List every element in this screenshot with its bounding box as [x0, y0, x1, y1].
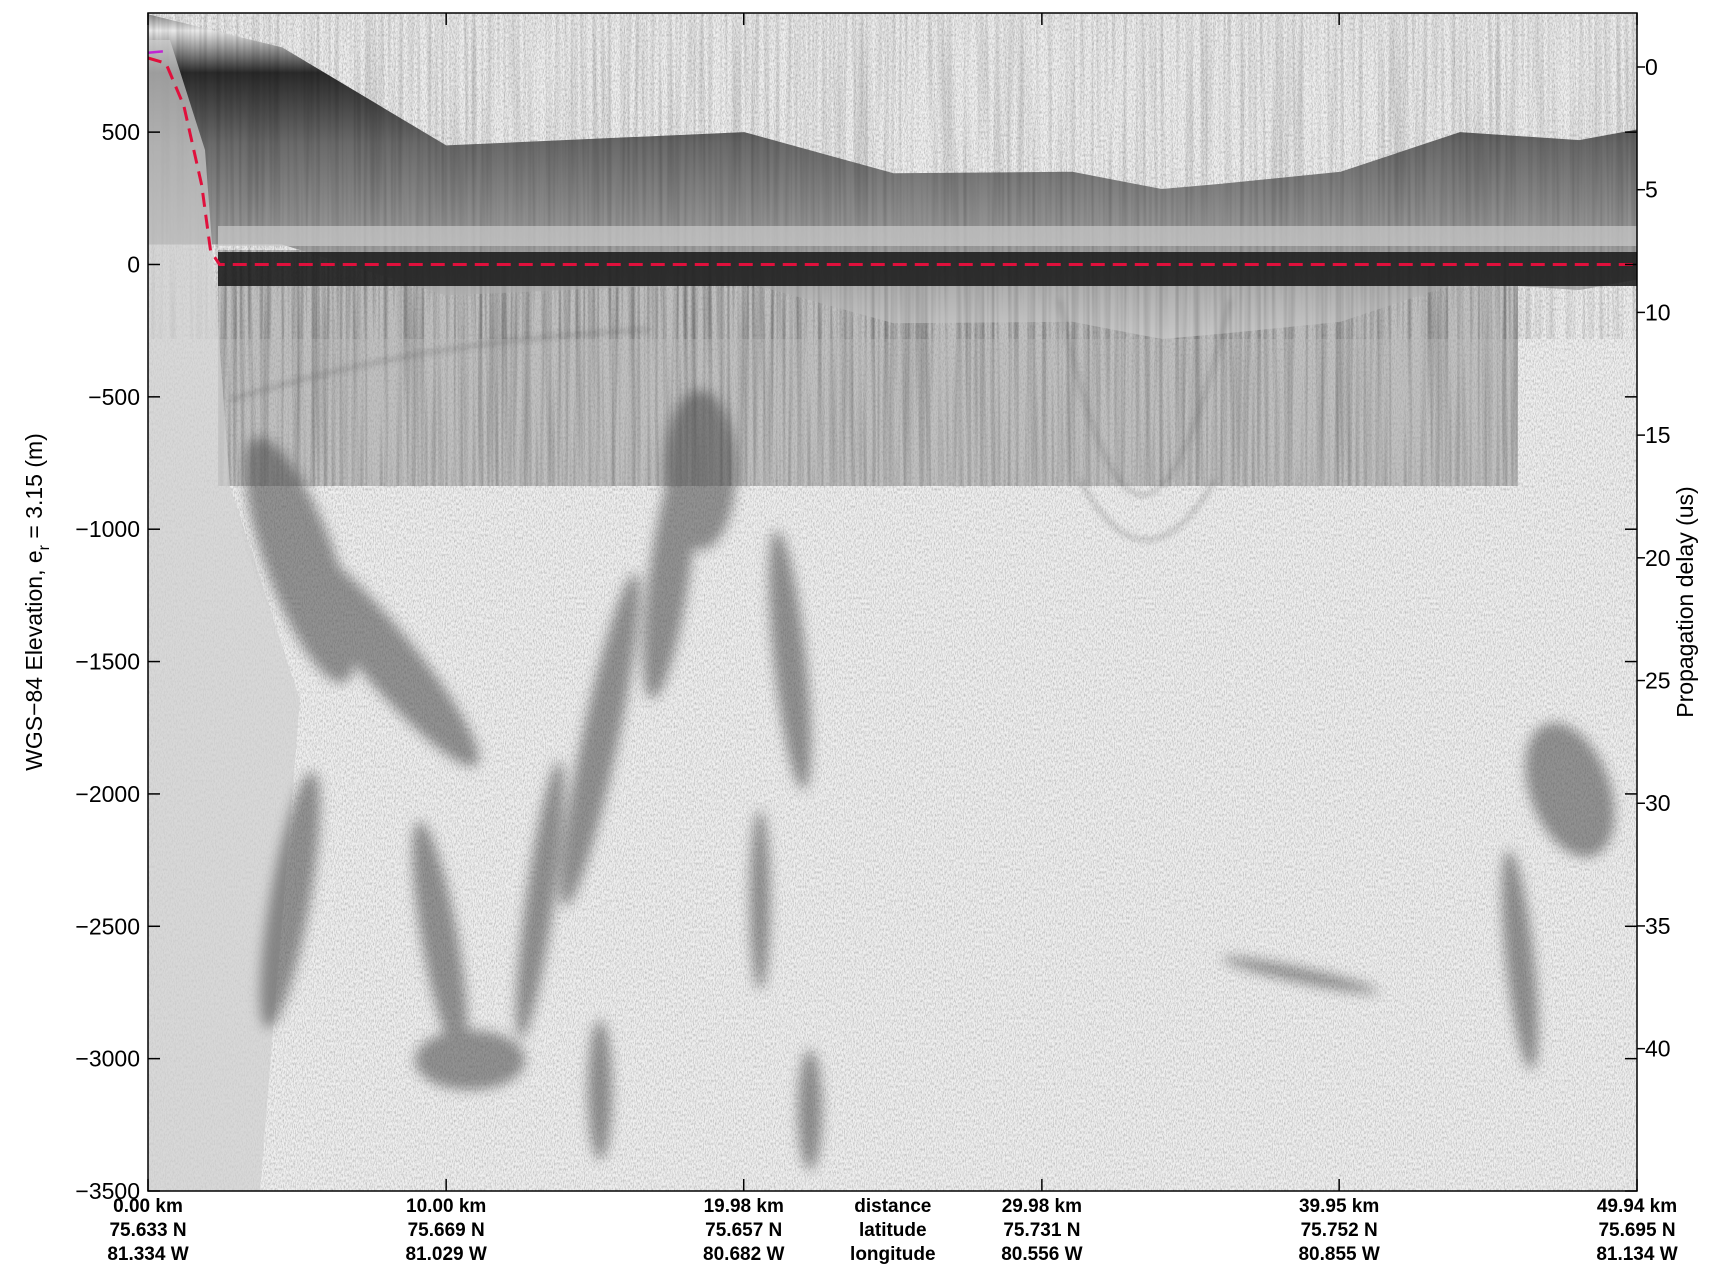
bottom-tick-label: 19.98 km [704, 1196, 784, 1217]
left-tick-label: −3000 [75, 1046, 140, 1072]
left-tick-label: 500 [102, 119, 140, 145]
left-axis-title: WGS−84 Elevation, er = 3.15 (m) [21, 433, 53, 771]
bottom-tick-label: 80.855 W [1298, 1244, 1379, 1265]
bottom-tick-label: 81.029 W [405, 1244, 486, 1265]
left-tick-label: −1000 [75, 516, 140, 542]
right-tick-label: 0 [1645, 54, 1658, 80]
bottom-row-label: longitude [850, 1244, 935, 1265]
bed-elevation-trace [148, 56, 1637, 266]
bottom-tick-label: 80.556 W [1001, 1244, 1082, 1265]
right-tick-label: 5 [1645, 177, 1658, 203]
bottom-tick-label: 39.95 km [1299, 1196, 1379, 1217]
surface-start-trace [148, 50, 164, 54]
clutter-arcs [229, 299, 1231, 541]
bottom-tick-label: 10.00 km [406, 1196, 486, 1217]
bed-light-band [218, 226, 1637, 246]
left-tick-label: 0 [127, 251, 140, 277]
bottom-tick-label: 80.682 W [703, 1244, 784, 1265]
bottom-tick-label: 49.94 km [1597, 1196, 1677, 1217]
right-tick-label: 25 [1645, 668, 1671, 694]
bottom-tick-label: 75.657 N [705, 1220, 782, 1241]
right-tick-label: 10 [1645, 299, 1671, 325]
bottom-row-label: latitude [859, 1220, 927, 1241]
left-tick-label: −3500 [75, 1178, 140, 1204]
bottom-tick-label: 75.752 N [1301, 1220, 1378, 1241]
bottom-tick-label: 75.695 N [1598, 1220, 1675, 1241]
bottom-tick-label: 29.98 km [1002, 1196, 1082, 1217]
right-tick-label: 30 [1645, 790, 1671, 816]
clutter-blobs [244, 390, 1615, 1170]
left-tick-label: −2000 [75, 781, 140, 807]
bottom-tick-label: 81.334 W [107, 1244, 188, 1265]
bottom-tick-label: 0.00 km [113, 1196, 183, 1217]
right-tick-label: 35 [1645, 913, 1671, 939]
right-tick-label: 20 [1645, 545, 1671, 571]
bed-dark-band [218, 252, 1637, 286]
bottom-tick-label: 75.731 N [1003, 1220, 1080, 1241]
bottom-axis: 0.00 km 75.633 N 81.334 W 10.00 km 75.669 N 8… [107, 13, 1678, 1265]
right-axis-title: Propagation delay (us) [1672, 486, 1698, 717]
plot-frame [147, 12, 1638, 1192]
bottom-tick-label: 81.134 W [1596, 1244, 1677, 1265]
cliff-left-slope [148, 40, 300, 1191]
left-tick-label: −500 [88, 384, 140, 410]
right-tick-label: 40 [1645, 1036, 1671, 1062]
bottom-tick-label: 75.633 N [109, 1220, 186, 1241]
right-axis: 0 5 10 15 20 25 30 35 40 [1637, 54, 1671, 1062]
left-tick-label: −2500 [75, 913, 140, 939]
left-tick-label: −1500 [75, 649, 140, 675]
echogram-image [148, 13, 1637, 1191]
bottom-tick-label: 75.669 N [408, 1220, 485, 1241]
right-tick-label: 15 [1645, 422, 1671, 448]
left-axis: 500 0 −500 −1000 −1500 −2000 −2500 −3000 −3500 [75, 119, 1637, 1204]
bottom-row-label: distance [854, 1196, 931, 1217]
